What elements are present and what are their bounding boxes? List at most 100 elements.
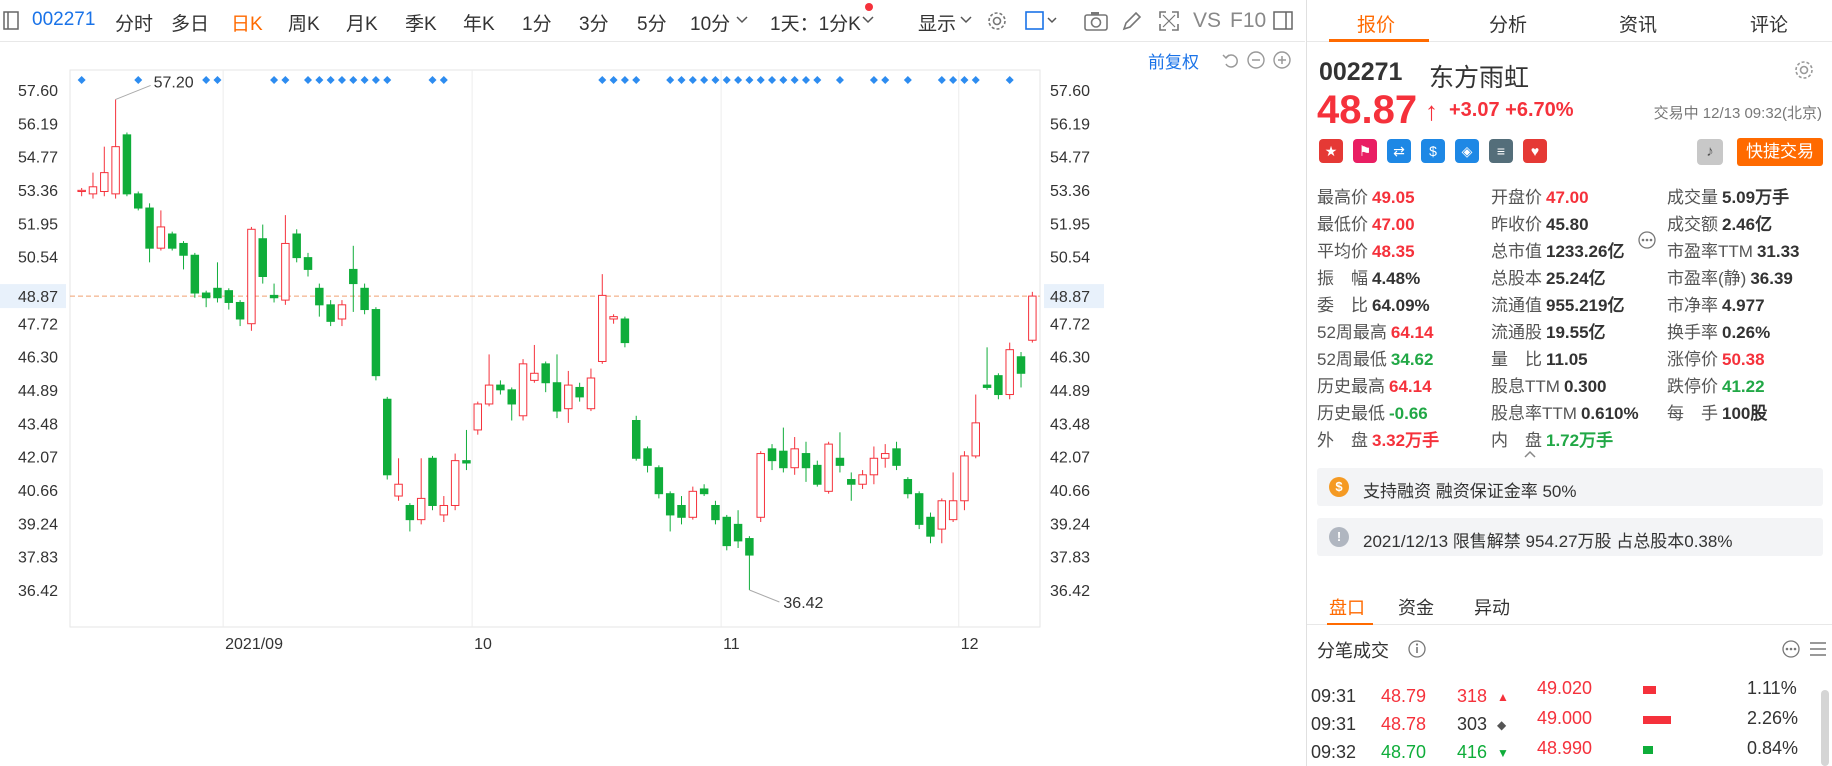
stat-label: 委 比 [1317, 296, 1368, 315]
stat-value: -0.66 [1389, 404, 1428, 423]
period-weekly-k[interactable]: 周K [288, 14, 320, 35]
stat-item: 最低价 47.00 [1317, 210, 1415, 235]
fullscreen-icon[interactable] [1157, 9, 1181, 33]
subtab-anomaly[interactable]: 异动 [1474, 598, 1510, 618]
kline-chart[interactable]: 前复权 57.60 57.60 56.19 56.19 54.77 54.77 53.36 5… [0, 42, 1305, 766]
stat-label: 市盈率TTM [1667, 242, 1753, 261]
bell-icon[interactable]: ♪ [1697, 139, 1723, 165]
event-marker [700, 76, 709, 84]
low-annotation-line [749, 589, 780, 603]
f10-button[interactable]: F10 [1230, 9, 1267, 32]
notification-dot [865, 3, 873, 11]
dollar-icon[interactable]: $ [1421, 139, 1445, 163]
kline-svg[interactable]: 57.60 57.60 56.19 56.19 54.77 54.77 53.36 53.36… [0, 42, 1305, 766]
shuffle-icon[interactable]: ⇄ [1387, 139, 1411, 163]
pencil-icon[interactable] [1120, 9, 1144, 33]
period-3min[interactable]: 3分 [579, 14, 609, 35]
y-axis-label-left: 44.89 [18, 383, 58, 400]
y-axis-label-left: 54.77 [18, 150, 58, 167]
more-options-icon[interactable] [1781, 639, 1801, 664]
gear-icon[interactable] [985, 9, 1009, 33]
period-monthly-k[interactable]: 月K [346, 14, 378, 35]
candle-up [439, 504, 449, 516]
candle-up [824, 443, 833, 492]
display-menu[interactable]: 显示 [918, 14, 957, 35]
tick-price: 48.70 [1381, 742, 1427, 762]
more-icon[interactable] [1637, 230, 1657, 255]
x-axis-label: 2021/09 [225, 636, 283, 653]
heart-icon[interactable]: ♥ [1523, 139, 1547, 163]
period-1min[interactable]: 1分 [522, 14, 552, 35]
y-axis-label-right: 47.72 [1050, 316, 1090, 333]
y-axis-label-right: 57.60 [1050, 83, 1090, 100]
candle-down [383, 398, 392, 476]
tag-icon[interactable]: ◈ [1455, 139, 1479, 163]
scrollbar[interactable] [1821, 690, 1829, 766]
candle-down [167, 233, 177, 249]
stat-label: 历史最高 [1317, 377, 1385, 396]
unlock-info-bar[interactable]: ! 2021/12/13 限售解禁 954.27万股 占总股本0.38% [1317, 518, 1823, 556]
interval-select[interactable]: 1天：1分K [770, 14, 861, 35]
chevron-down-icon[interactable] [958, 12, 982, 36]
vs-compare-button[interactable]: VS [1193, 9, 1222, 32]
orderbook-bar [1643, 746, 1653, 754]
subtab-orderbook[interactable]: 盘口 [1329, 598, 1365, 618]
candle-down [371, 309, 381, 377]
chart-toolbar: 002271 分时 多日 日K 周K 月K 季K 年K 1分 3分 5分 10分… [0, 0, 1305, 42]
candle-down [269, 294, 279, 299]
period-multiday[interactable]: 多日 [171, 14, 210, 35]
stat-label: 股息率TTM [1491, 404, 1577, 423]
adjust-mode-button[interactable]: 前复权 [1148, 53, 1199, 72]
document-icon[interactable]: ≡ [1489, 139, 1513, 163]
y-axis-label-left: 39.24 [18, 516, 58, 533]
dollar-icon: $ [1329, 477, 1349, 497]
candle-down [903, 479, 913, 495]
settings-icon[interactable] [1792, 58, 1816, 87]
y-axis-label-right: 43.48 [1050, 416, 1090, 433]
period-10min[interactable]: 10分 [690, 14, 731, 35]
run-icon[interactable]: ⚑ [1353, 139, 1377, 163]
sidebar-toggle-icon[interactable] [2, 9, 26, 33]
candle-down [134, 193, 143, 209]
zoom-out-icon[interactable] [1246, 50, 1266, 75]
subtab-capital[interactable]: 资金 [1398, 598, 1434, 618]
period-daily-k[interactable]: 日K [231, 14, 263, 35]
collapse-chevron-icon[interactable] [1523, 446, 1537, 464]
period-quarterly-k[interactable]: 季K [405, 14, 437, 35]
stat-item: 换手率 0.26% [1667, 318, 1770, 343]
event-marker [937, 76, 946, 84]
zoom-in-icon[interactable] [1272, 50, 1292, 75]
chevron-down-icon[interactable] [734, 12, 758, 36]
camera-icon[interactable] [1083, 9, 1108, 33]
stock-code-label[interactable]: 002271 [32, 9, 96, 30]
stat-label: 最低价 [1317, 215, 1368, 234]
tick-direction-icon: ▲ [1497, 690, 1509, 704]
stat-label: 历史最低 [1317, 404, 1385, 423]
orderbook-row: 49.020 1.11% [1537, 678, 1827, 704]
china-flag-icon[interactable]: ★ [1319, 139, 1343, 163]
list-view-icon[interactable] [1807, 639, 1829, 664]
quick-trade-button[interactable]: 快捷交易 [1737, 138, 1823, 166]
square-select-icon[interactable] [1024, 9, 1057, 33]
tab-analysis[interactable]: 分析 [1489, 15, 1528, 36]
undo-icon[interactable] [1220, 50, 1240, 75]
stat-label: 成交量 [1667, 188, 1718, 207]
tab-news[interactable]: 资讯 [1619, 15, 1658, 36]
tab-comments[interactable]: 评论 [1750, 15, 1789, 36]
info-icon[interactable] [1407, 639, 1427, 664]
chevron-down-icon[interactable] [860, 12, 884, 36]
period-5min[interactable]: 5分 [637, 14, 667, 35]
candle-down [620, 318, 630, 344]
panel-toggle-icon[interactable] [1272, 9, 1296, 33]
tab-quote[interactable]: 报价 [1357, 15, 1396, 36]
period-intraday[interactable]: 分时 [115, 14, 154, 35]
stat-value: 34.62 [1390, 350, 1434, 369]
stat-item: 流通值 955.219亿 [1491, 291, 1624, 316]
tick-volume: 318 [1457, 686, 1488, 706]
stat-value: 3.32万手 [1372, 431, 1440, 450]
period-yearly-k[interactable]: 年K [463, 14, 495, 35]
trade-status: 交易中 12/13 09:32(北京) [1653, 105, 1822, 122]
margin-info-bar[interactable]: $ 支持融资 融资保证金率 50% [1317, 468, 1823, 506]
orderbook-bar [1643, 716, 1671, 724]
tick-row: 09:32 48.70 416 ▼ [1307, 742, 1537, 766]
